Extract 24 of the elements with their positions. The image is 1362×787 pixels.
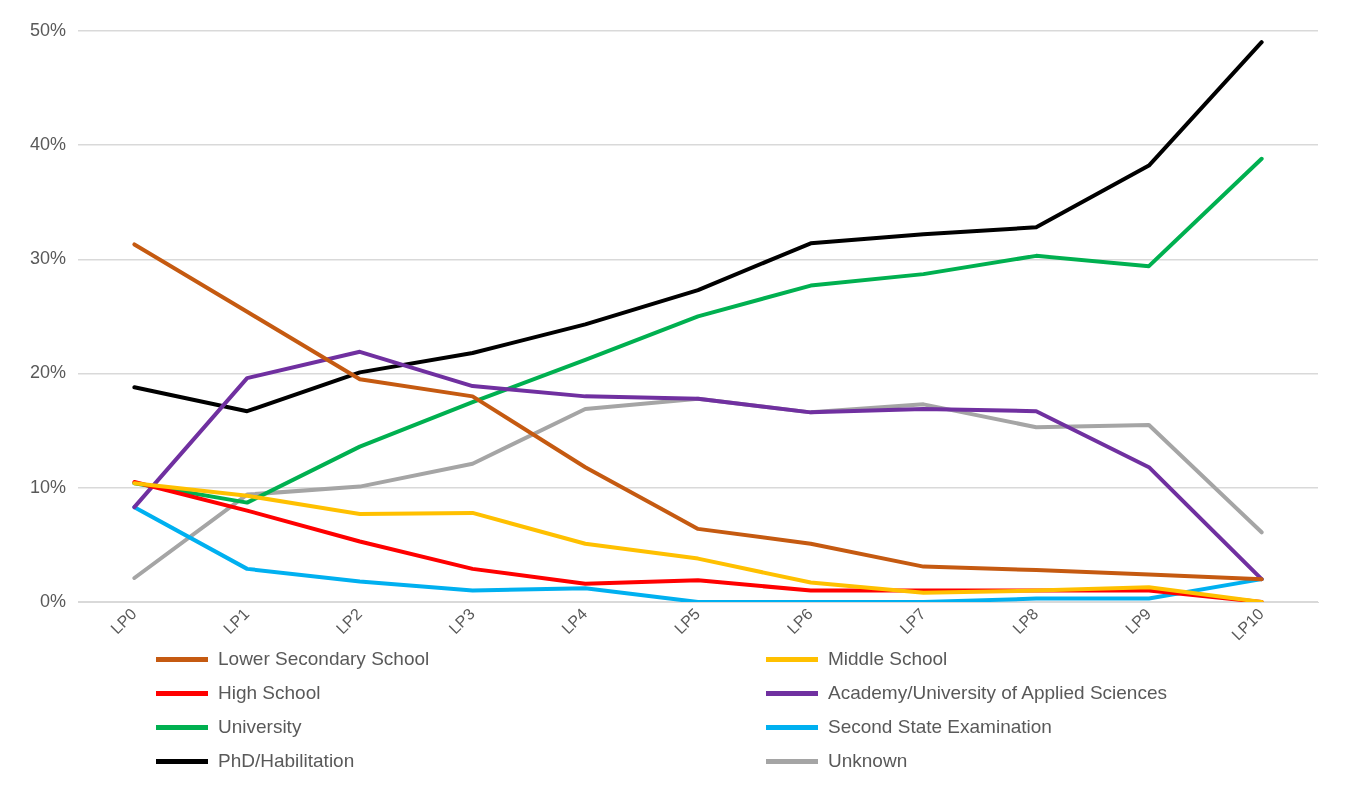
x-tick-label: LP9 <box>1122 604 1155 638</box>
y-tick-label: 20% <box>30 362 67 383</box>
y-tick-label: 50% <box>30 19 67 40</box>
x-tick-label: LP5 <box>671 604 704 638</box>
legend-label: Unknown <box>828 750 908 772</box>
legend-label: PhD/Habilitation <box>218 750 355 772</box>
x-tick-label: LP7 <box>896 604 929 638</box>
x-tick-label: LP4 <box>558 604 591 638</box>
x-tick-label: LP6 <box>783 604 817 638</box>
x-tick-label: LP8 <box>1009 604 1042 638</box>
y-tick-label: 30% <box>30 248 67 269</box>
legend-label: Academy/University of Applied Sciences <box>828 682 1167 704</box>
y-tick-label: 10% <box>30 476 67 497</box>
legend-label: High School <box>218 682 321 704</box>
x-tick-label: LP3 <box>445 604 478 638</box>
x-tick-label: LP1 <box>220 604 253 638</box>
legend-label: Lower Secondary School <box>218 648 430 670</box>
y-tick-label: 0% <box>40 590 67 611</box>
legend-label: Second State Examination <box>828 716 1052 738</box>
x-tick-label: LP2 <box>332 604 366 638</box>
legend-label: Middle School <box>828 648 948 670</box>
x-tick-label: LP0 <box>107 604 140 638</box>
y-tick-label: 40% <box>30 134 67 155</box>
legend-label: University <box>218 716 302 738</box>
